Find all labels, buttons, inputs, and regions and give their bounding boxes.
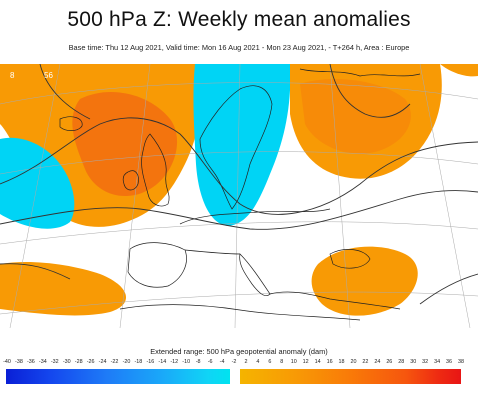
legend-tick-label: -34 (38, 359, 47, 365)
legend-tick-label: -26 (86, 359, 95, 365)
positive-anomaly-southwest (0, 262, 127, 316)
legend-tick-label: -18 (134, 359, 143, 365)
legend-ticks: -40 -38 -36 -34 -32 -30 -28 -26 -24 -22 -20 -18 -16-… (0, 359, 478, 369)
legend-tick-label: 10 (290, 359, 297, 365)
legend-tick-label: 8 (280, 359, 284, 365)
legend-tick-label: -36 (26, 359, 35, 365)
geopotential-contours (0, 64, 478, 305)
contour-labels: 8 56 (10, 71, 53, 80)
chart-title: 500 hPa Z: Weekly mean anomalies (67, 8, 411, 31)
graticule (0, 64, 478, 328)
legend-tick-label: 22 (362, 359, 369, 365)
legend-tick-label: -2 (231, 359, 237, 365)
coast-blacksea (329, 249, 371, 269)
chart-subtitle: Base time: Thu 12 Aug 2021, Valid time: … (68, 43, 410, 52)
coast-north (299, 68, 421, 77)
legend-tick-label: -30 (62, 359, 71, 365)
legend-tick-label: 16 (326, 359, 333, 365)
legend-tick-label: -20 (122, 359, 131, 365)
legend-tick-label: 30 (410, 359, 417, 365)
legend-tick-label: 34 (434, 359, 441, 365)
contour-line-2 (0, 190, 478, 230)
legend-tick-label: 14 (314, 359, 321, 365)
legend-tick-label: -24 (98, 359, 107, 365)
positive-anomaly-eastmed (311, 246, 418, 316)
legend-tick-label: -22 (110, 359, 119, 365)
coast-iceland (59, 116, 83, 131)
negative-anomaly-scandinavia (193, 64, 291, 226)
legend-title: Extended range: 500 hPa geopotential ano… (150, 347, 328, 356)
contour-line-3 (39, 64, 91, 120)
legend-tick-label: -4 (219, 359, 225, 365)
coastlines (59, 68, 421, 321)
contour-line-5 (0, 263, 71, 280)
legend-tick-label: 4 (256, 359, 260, 365)
anomaly-fields (0, 64, 478, 316)
coast-africa (119, 304, 361, 321)
legend-tick-label: 6 (268, 359, 272, 365)
anomaly-map[interactable]: 8 56 (0, 64, 478, 328)
legend-tick-label: -40 (3, 359, 11, 365)
legend-tick-label: 20 (350, 359, 357, 365)
legend-tick-label: 24 (374, 359, 381, 365)
positive-anomaly-east (440, 64, 478, 77)
coast-iberia (127, 242, 187, 288)
legend-tick-label: -8 (195, 359, 201, 365)
coast-italy (239, 253, 271, 297)
legend-tick-label: -38 (15, 359, 23, 365)
legend-positive-colorbar (240, 369, 461, 384)
legend-negative-colorbar (6, 369, 230, 384)
positive-anomaly-russia-inner (300, 79, 411, 154)
legend-tick-label: 2 (244, 359, 248, 365)
negative-anomaly-atlantic (0, 137, 75, 229)
legend-tick-label: -6 (207, 359, 213, 365)
legend-tick-label: -16 (146, 359, 155, 365)
contour-line-4 (329, 64, 411, 118)
coast-uk (141, 133, 170, 207)
legend-tick-label: 28 (398, 359, 405, 365)
legend-tick-label: -32 (50, 359, 59, 365)
legend-tick-label: -28 (74, 359, 83, 365)
legend-tick-label: 38 (458, 359, 464, 365)
coast-europe-north (179, 208, 331, 225)
contour-label: 56 (44, 71, 53, 80)
positive-anomaly-core (72, 91, 178, 197)
coast-scandinavia (199, 85, 273, 210)
legend-tick-label: 32 (422, 359, 429, 365)
contour-label: 8 (10, 71, 15, 80)
legend-tick-label: 36 (446, 359, 453, 365)
legend-tick-label: 18 (338, 359, 345, 365)
coast-mediterranean (184, 249, 401, 310)
legend-tick-label: 26 (386, 359, 393, 365)
legend-tick-label: -10 (182, 359, 191, 365)
contour-line-6 (419, 273, 478, 305)
legend-tick-label: -14 (158, 359, 167, 365)
legend-tick-label: 12 (302, 359, 309, 365)
coast-ireland (122, 170, 139, 191)
contour-line-1 (0, 117, 478, 215)
legend-tick-label: -12 (170, 359, 179, 365)
